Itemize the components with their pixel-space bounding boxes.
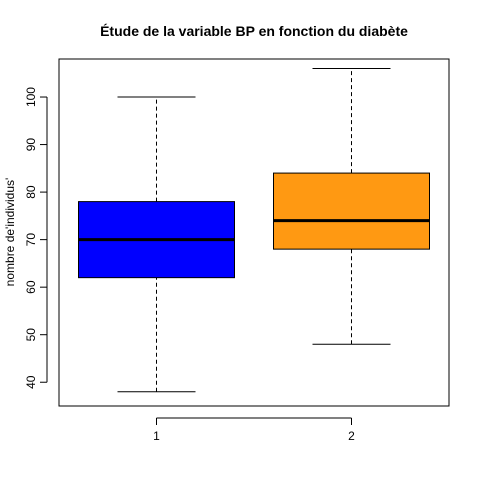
plot-frame — [58, 58, 450, 407]
x-tick-label: 1 — [153, 429, 160, 443]
y-tick-label: 40 — [24, 375, 38, 389]
iqr-box — [273, 172, 430, 250]
y-axis-label: nombre de'individus' — [3, 178, 17, 287]
chart-title: Étude de la variable BP en fonction du d… — [100, 23, 408, 39]
plot-area — [78, 68, 430, 393]
y-tick-label: 100 — [24, 87, 38, 107]
y-tick-label: 90 — [24, 138, 38, 152]
y-tick-label: 70 — [24, 233, 38, 247]
box-group-1 — [78, 96, 235, 393]
box-group-2 — [273, 68, 430, 345]
y-tick-label: 80 — [24, 185, 38, 199]
x-tick-label: 2 — [348, 429, 355, 443]
y-tick-label: 50 — [24, 328, 38, 342]
y-axis: 40 50 60 70 80 90 100 — [24, 87, 48, 389]
y-tick-label: 60 — [24, 280, 38, 294]
